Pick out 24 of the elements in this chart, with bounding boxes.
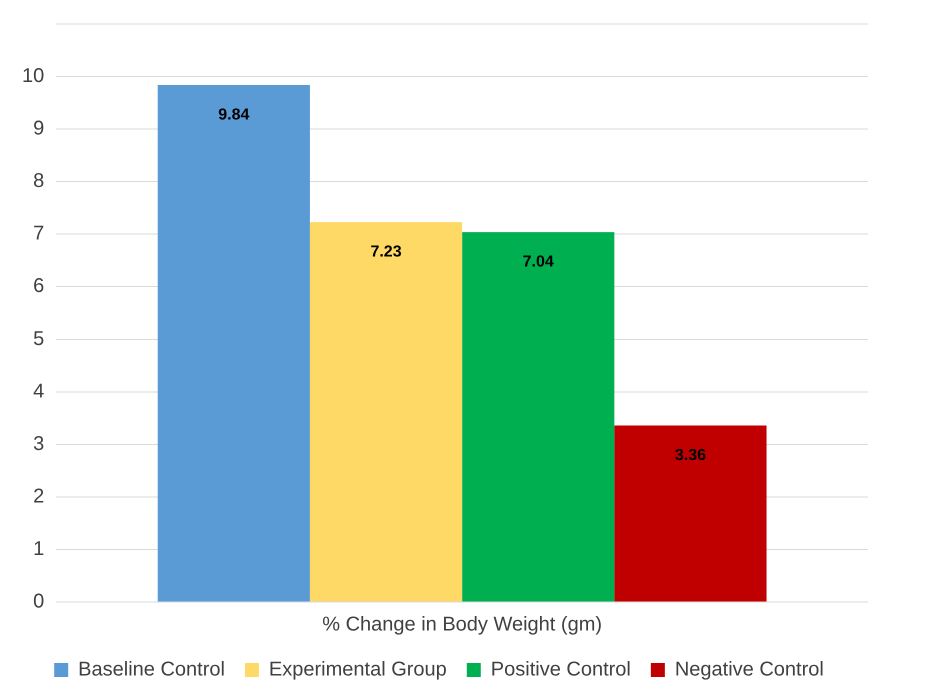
data-label: 9.84 (218, 106, 250, 124)
y-tick-label: 9 (33, 118, 44, 140)
bar (462, 232, 614, 602)
legend-label: Experimental Group (268, 658, 447, 681)
y-tick-label: 5 (33, 328, 44, 350)
bar (310, 222, 462, 602)
y-tick-label: 3 (33, 432, 44, 455)
y-tick-label: 10 (22, 65, 44, 88)
y-tick-label: 2 (33, 485, 44, 508)
data-label: 7.23 (370, 244, 402, 261)
bar (614, 425, 767, 602)
y-tick-label: 7 (33, 222, 44, 245)
data-label: 3.36 (674, 446, 706, 464)
y-tick-label: 6 (33, 275, 44, 298)
y-tick-label: 0 (33, 590, 44, 613)
x-tick-label: % Change in Body Weight (gm) (322, 614, 602, 636)
y-tick-label: 4 (33, 380, 44, 402)
y-tick-label: 1 (33, 538, 44, 560)
legend-label: Baseline Control (78, 658, 225, 681)
legend-label: Positive Control (490, 658, 631, 681)
legend-label: Negative Control (674, 658, 824, 681)
bar (158, 84, 310, 602)
y-tick-label: 8 (33, 170, 44, 192)
data-label: 7.04 (522, 253, 554, 270)
